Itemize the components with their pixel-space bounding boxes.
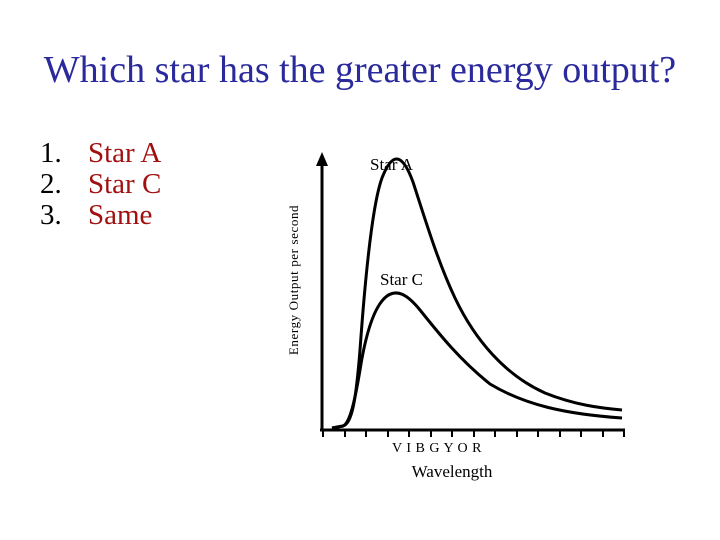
star-c-label: Star C: [380, 270, 423, 289]
star-c-curve: [331, 291, 623, 430]
option-3[interactable]: 3. Same: [40, 200, 161, 231]
option-1[interactable]: 1. Star A: [40, 138, 161, 169]
option-text: Star C: [88, 168, 162, 200]
answer-options: 1. Star A 2. Star C 3. Same: [40, 138, 161, 231]
option-text: Star A: [88, 137, 162, 169]
color-sequence-label: V I B G Y O R: [392, 441, 482, 456]
option-number: 2.: [40, 168, 62, 200]
star-a-curve: [331, 157, 623, 430]
option-text: Same: [88, 199, 153, 231]
option-2[interactable]: 2. Star C: [40, 169, 161, 200]
x-axis-label: Wavelength: [412, 462, 493, 481]
x-axis-ticks: [322, 430, 625, 437]
star-a-label: Star A: [370, 155, 414, 174]
y-axis-label: Energy Output per second: [286, 205, 301, 355]
slide-title: Which star has the greater energy output…: [43, 49, 677, 91]
option-number: 1.: [40, 137, 62, 169]
y-axis-arrow: [316, 152, 328, 166]
option-number: 3.: [40, 199, 62, 231]
